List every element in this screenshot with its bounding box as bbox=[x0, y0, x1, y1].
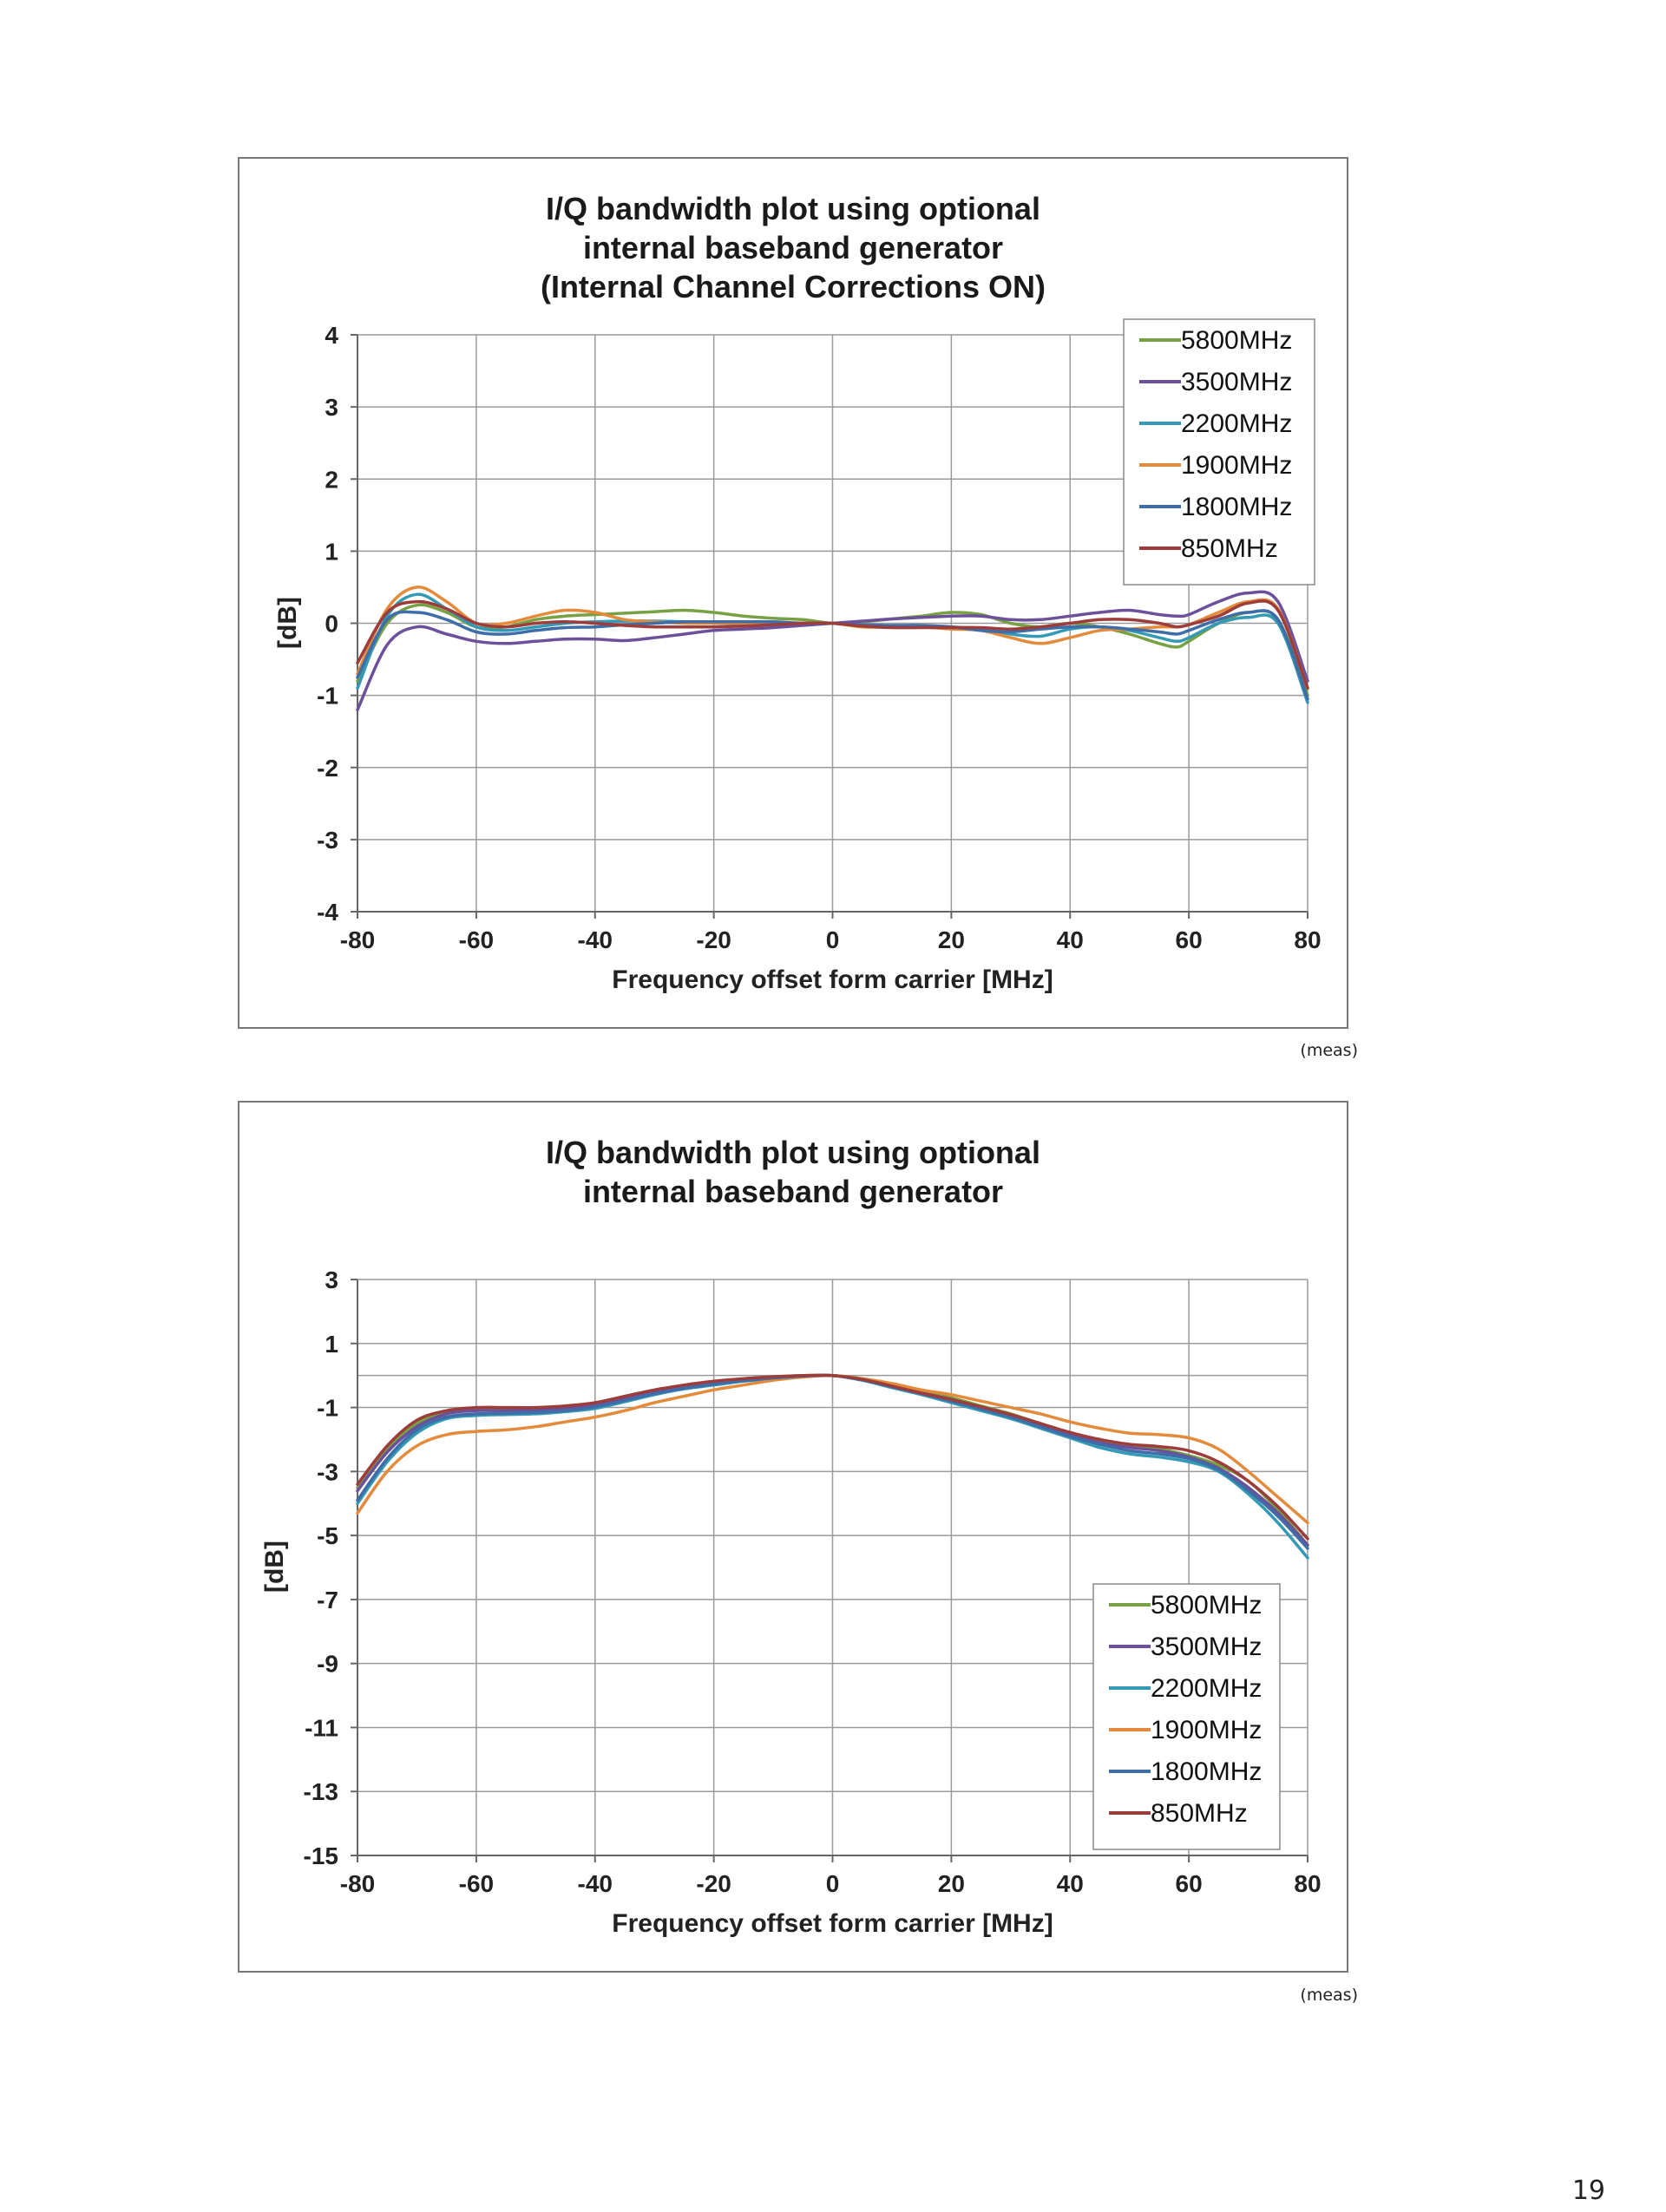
y-tick-label: -3 bbox=[317, 1458, 338, 1485]
chart-plot-2: I/Q bandwidth plot using optional interna… bbox=[260, 1135, 1322, 1938]
legend: 5800MHz 3500MHz 2200MHz 1900MHz 1800MHz 850MH… bbox=[1092, 1583, 1281, 1850]
x-axis-label: Frequency offset form carrier [MHz] bbox=[612, 965, 1053, 994]
measurement-caption-2: (meas) bbox=[1300, 1986, 1358, 2005]
y-tick-label: -1 bbox=[317, 1395, 338, 1422]
legend-label-3500MHz: 3500MHz bbox=[1151, 1633, 1262, 1661]
y-tick-label: -15 bbox=[304, 1842, 338, 1869]
legend-label-1800MHz: 1800MHz bbox=[1151, 1757, 1262, 1786]
y-tick-label: 3 bbox=[325, 394, 338, 421]
x-tick-label: -80 bbox=[340, 926, 375, 953]
legend-label-1800MHz: 1800MHz bbox=[1181, 493, 1292, 521]
y-axis-label: [dB] bbox=[273, 597, 302, 649]
legend-label-3500MHz: 3500MHz bbox=[1181, 368, 1292, 396]
y-tick-label: -7 bbox=[317, 1587, 338, 1613]
x-tick-label: 80 bbox=[1294, 926, 1321, 953]
chart-title-line: I/Q bandwidth plot using optional bbox=[546, 1135, 1040, 1170]
legend-label-850MHz: 850MHz bbox=[1151, 1799, 1248, 1828]
x-tick-label: 0 bbox=[826, 926, 840, 953]
y-tick-label: 3 bbox=[325, 1266, 338, 1293]
chart-title-line: internal baseband generator bbox=[583, 1174, 1003, 1209]
x-tick-label: 20 bbox=[938, 1870, 965, 1897]
legend-label-850MHz: 850MHz bbox=[1181, 534, 1278, 563]
y-tick-label: -9 bbox=[317, 1651, 338, 1678]
y-tick-label: -4 bbox=[317, 899, 338, 926]
y-tick-label: -1 bbox=[317, 683, 338, 710]
x-tick-label: 0 bbox=[826, 1870, 840, 1897]
y-tick-label: -11 bbox=[305, 1714, 338, 1741]
y-tick-label: 1 bbox=[325, 538, 338, 565]
y-tick-label: -5 bbox=[317, 1522, 338, 1549]
x-tick-label: -60 bbox=[459, 1870, 494, 1897]
legend-label-1900MHz: 1900MHz bbox=[1151, 1716, 1262, 1744]
x-tick-label: -20 bbox=[696, 1870, 731, 1897]
y-tick-label: 4 bbox=[325, 322, 338, 349]
y-tick-label: -2 bbox=[317, 755, 338, 782]
legend-label-2200MHz: 2200MHz bbox=[1181, 409, 1292, 438]
chart-title-line: internal baseband generator bbox=[583, 230, 1003, 265]
legend-box bbox=[1092, 1583, 1281, 1850]
chart-title-line: I/Q bandwidth plot using optional bbox=[546, 191, 1040, 226]
y-tick-label: 0 bbox=[325, 611, 338, 638]
chart-title-line: (Internal Channel Corrections ON) bbox=[541, 269, 1046, 304]
x-tick-label: 40 bbox=[1057, 926, 1084, 953]
y-axis-label: [dB] bbox=[260, 1541, 289, 1593]
legend-label-1900MHz: 1900MHz bbox=[1181, 451, 1292, 480]
x-axis-label: Frequency offset form carrier [MHz] bbox=[612, 1909, 1053, 1938]
legend-box bbox=[1123, 318, 1315, 586]
legend: 5800MHz 3500MHz 2200MHz 1900MHz 1800MHz 850MH… bbox=[1123, 318, 1315, 586]
series-line-850MHz bbox=[356, 599, 1309, 690]
x-tick-label: -20 bbox=[696, 926, 731, 953]
x-tick-label: -40 bbox=[578, 1870, 613, 1897]
x-tick-label: 80 bbox=[1294, 1870, 1321, 1897]
series-line-3500MHz bbox=[356, 590, 1309, 712]
chart-plot-1: I/Q bandwidth plot using optional interna… bbox=[273, 191, 1322, 994]
x-tick-label: 20 bbox=[938, 926, 965, 953]
x-tick-label: 40 bbox=[1057, 1870, 1084, 1897]
series-line-850MHz bbox=[356, 1373, 1309, 1541]
legend-label-5800MHz: 5800MHz bbox=[1151, 1591, 1262, 1620]
chart-baseband-generator: I/Q bandwidth plot using optional interna… bbox=[238, 1101, 1348, 1973]
x-tick-label: 60 bbox=[1176, 1870, 1203, 1897]
y-tick-label: -13 bbox=[304, 1778, 338, 1805]
y-tick-label: -3 bbox=[317, 827, 338, 854]
x-tick-label: -80 bbox=[340, 1870, 375, 1897]
chart-rf-corrections-on: I/Q bandwidth plot using optional interna… bbox=[238, 157, 1348, 1029]
legend-label-5800MHz: 5800MHz bbox=[1181, 326, 1292, 355]
page-number: 19 bbox=[1571, 2176, 1605, 2206]
legend-label-2200MHz: 2200MHz bbox=[1151, 1674, 1262, 1703]
measurement-caption-1: (meas) bbox=[1300, 1041, 1358, 1060]
x-tick-label: -40 bbox=[578, 926, 613, 953]
x-tick-label: 60 bbox=[1176, 926, 1203, 953]
y-tick-label: 1 bbox=[325, 1331, 338, 1358]
y-tick-label: 2 bbox=[325, 466, 338, 493]
x-tick-label: -60 bbox=[459, 926, 494, 953]
